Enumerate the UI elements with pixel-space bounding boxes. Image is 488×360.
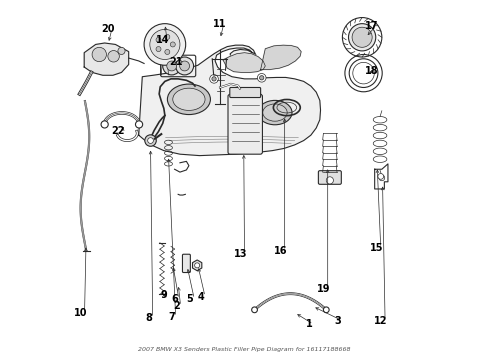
Circle shape xyxy=(118,47,125,54)
Text: 22: 22 xyxy=(111,126,125,135)
Text: 6: 6 xyxy=(171,294,178,304)
Text: 9: 9 xyxy=(160,291,167,301)
Circle shape xyxy=(211,77,216,81)
Ellipse shape xyxy=(258,100,291,125)
Text: 10: 10 xyxy=(73,308,87,318)
Circle shape xyxy=(194,263,199,268)
Circle shape xyxy=(378,175,384,181)
Circle shape xyxy=(135,121,142,128)
Text: 2007 BMW X3 Senders Plastic Filler Pipe Diagram for 16117188668: 2007 BMW X3 Senders Plastic Filler Pipe … xyxy=(138,347,350,352)
FancyBboxPatch shape xyxy=(318,171,341,184)
Text: 11: 11 xyxy=(212,19,225,29)
Circle shape xyxy=(163,57,180,75)
Text: 19: 19 xyxy=(316,284,329,294)
Ellipse shape xyxy=(172,88,204,111)
Ellipse shape xyxy=(167,84,210,114)
Text: 4: 4 xyxy=(197,292,203,302)
Circle shape xyxy=(144,135,156,146)
Text: 21: 21 xyxy=(169,57,183,67)
Text: 15: 15 xyxy=(369,243,383,253)
Circle shape xyxy=(92,47,106,62)
Ellipse shape xyxy=(262,104,286,121)
Text: 3: 3 xyxy=(334,316,341,325)
Text: 13: 13 xyxy=(233,248,246,258)
Circle shape xyxy=(156,37,161,42)
Text: 8: 8 xyxy=(144,313,151,323)
FancyBboxPatch shape xyxy=(182,254,190,273)
FancyBboxPatch shape xyxy=(229,87,260,98)
Circle shape xyxy=(108,50,119,62)
FancyBboxPatch shape xyxy=(227,94,262,154)
Text: 12: 12 xyxy=(373,316,386,325)
Circle shape xyxy=(166,61,176,71)
Text: 1: 1 xyxy=(305,319,312,329)
Circle shape xyxy=(348,24,375,51)
Circle shape xyxy=(209,75,218,83)
Circle shape xyxy=(377,174,383,179)
Circle shape xyxy=(351,27,371,47)
Circle shape xyxy=(175,57,193,75)
Text: 18: 18 xyxy=(364,66,378,76)
Circle shape xyxy=(257,73,265,82)
Circle shape xyxy=(164,49,169,54)
Circle shape xyxy=(144,24,185,65)
Circle shape xyxy=(259,76,264,80)
Circle shape xyxy=(323,307,328,313)
Circle shape xyxy=(170,42,175,47)
Text: 2: 2 xyxy=(173,301,180,311)
Polygon shape xyxy=(139,45,320,156)
Polygon shape xyxy=(223,53,265,72)
Circle shape xyxy=(179,61,189,71)
Circle shape xyxy=(156,46,161,51)
Text: 7: 7 xyxy=(167,312,174,322)
Polygon shape xyxy=(84,43,128,75)
Text: 17: 17 xyxy=(365,21,378,31)
Circle shape xyxy=(251,307,257,313)
Circle shape xyxy=(149,30,180,59)
Circle shape xyxy=(325,177,333,184)
Text: 5: 5 xyxy=(186,294,193,304)
Circle shape xyxy=(101,121,108,128)
Text: 14: 14 xyxy=(156,35,169,45)
Polygon shape xyxy=(260,45,301,69)
Text: 16: 16 xyxy=(273,246,286,256)
Circle shape xyxy=(147,138,153,143)
Text: 20: 20 xyxy=(101,24,114,35)
Circle shape xyxy=(164,35,169,40)
